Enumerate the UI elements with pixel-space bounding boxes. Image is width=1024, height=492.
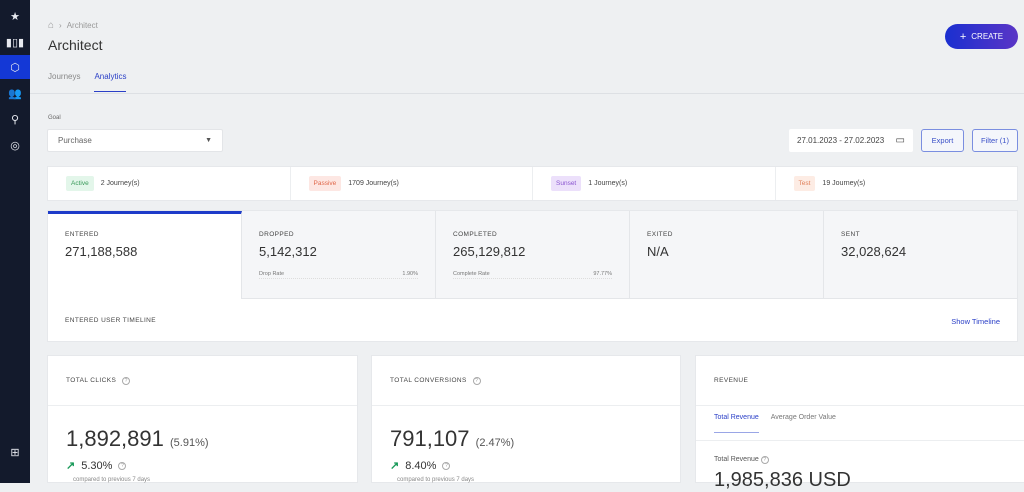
rate-label: Drop Rate xyxy=(259,271,285,277)
status-sunset[interactable]: Sunset 1 Journey(s) xyxy=(533,167,776,200)
card-title: TOTAL CONVERSIONS xyxy=(390,377,467,384)
metric-value: N/A xyxy=(647,244,669,259)
status-badge: Passive xyxy=(308,176,342,191)
metric-label: EXITED xyxy=(647,231,673,238)
status-count: 2 Journey(s) xyxy=(100,180,140,187)
date-range-picker[interactable]: 27.01.2023 - 27.02.2023 ▭ xyxy=(789,129,913,152)
metric-label: SENT xyxy=(841,231,860,238)
compare-text: compared to previous 7 days xyxy=(73,477,151,483)
divider xyxy=(30,93,1024,94)
goal-value: Purchase xyxy=(58,136,92,145)
calendar-icon: ▭ xyxy=(895,135,905,146)
metric-completed[interactable]: COMPLETED 265,129,812 Complete Rate 97.77% xyxy=(436,211,630,299)
architect-icon[interactable]: ⬡ xyxy=(0,55,30,79)
metric-label: DROPPED xyxy=(259,231,294,238)
revenue-label: Total Revenue ? xyxy=(714,456,769,464)
help-icon[interactable]: ? xyxy=(472,376,481,385)
metric-label: ENTERED xyxy=(65,231,99,238)
bar-chart-icon[interactable]: ▮▯▮ xyxy=(5,36,25,49)
apps-grid-icon[interactable]: ⊞ xyxy=(10,446,20,459)
trend-value: 8.40% xyxy=(405,459,437,472)
show-timeline-link[interactable]: Show Timeline xyxy=(951,317,1000,326)
breadcrumb-item[interactable]: Architect xyxy=(66,21,98,30)
total-conversions-card: TOTAL CONVERSIONS? 791,107 (2.47%) ↗ 8.40… xyxy=(371,355,681,483)
plus-icon: + xyxy=(959,30,967,43)
export-button[interactable]: Export xyxy=(921,129,964,152)
status-count: 19 Journey(s) xyxy=(822,180,866,187)
revenue-value: 1,985,836 USD xyxy=(714,469,851,491)
chart-circle-icon[interactable]: ◎ xyxy=(10,139,20,152)
create-label: CREATE xyxy=(971,32,1004,41)
card-title: REVENUE xyxy=(714,377,749,384)
chevron-right-icon: › xyxy=(59,21,62,30)
star-icon[interactable]: ★ xyxy=(10,10,20,23)
metric-entered[interactable]: ENTERED 271,188,588 xyxy=(48,211,242,299)
rate-label: Complete Rate xyxy=(453,271,490,277)
metric-value: 5,142,312 xyxy=(259,244,317,259)
breadcrumb: ⌂ › Architect xyxy=(48,20,98,31)
status-count: 1709 Journey(s) xyxy=(348,180,399,187)
filter-button[interactable]: Filter (1) xyxy=(972,129,1018,152)
tab-total-revenue[interactable]: Total Revenue xyxy=(714,414,759,433)
rate-value: 1.90% xyxy=(402,271,418,277)
help-icon[interactable]: ? xyxy=(122,376,131,385)
users-icon[interactable]: 👥 xyxy=(8,87,22,100)
status-badge: Sunset xyxy=(551,176,582,191)
total-clicks-card: TOTAL CLICKS? 1,892,891 (5.91%) ↗ 5.30%? … xyxy=(47,355,358,483)
lightbulb-icon[interactable]: ⚲ xyxy=(10,113,20,126)
create-button[interactable]: + CREATE xyxy=(945,24,1018,49)
status-count: 1 Journey(s) xyxy=(588,180,628,187)
journey-status-bar: Active 2 Journey(s) Passive 1709 Journey(s… xyxy=(47,166,1018,201)
home-icon[interactable]: ⌂ xyxy=(48,20,55,31)
timeline-label: ENTERED USER TIMELINE xyxy=(65,317,156,324)
goal-label: Goal xyxy=(48,115,61,121)
clicks-value: 1,892,891 (5.91%) xyxy=(66,426,209,451)
sidebar: ★ ▮▯▮ ⬡ 👥 ⚲ ◎ ⊞ xyxy=(0,0,30,483)
help-icon[interactable]: ? xyxy=(760,456,769,464)
compare-text: compared to previous 7 days xyxy=(397,477,475,483)
tab-average-order-value[interactable]: Average Order Value xyxy=(770,414,836,421)
trend-value: 5.30% xyxy=(81,459,113,472)
caret-down-icon: ▼ xyxy=(205,137,212,144)
tab-analytics[interactable]: Analytics xyxy=(94,72,127,92)
date-range-value: 27.01.2023 - 27.02.2023 xyxy=(797,136,885,145)
rate-value: 97.77% xyxy=(593,271,612,277)
help-icon[interactable]: ? xyxy=(118,461,127,470)
metric-value: 271,188,588 xyxy=(65,244,138,259)
status-active[interactable]: Active 2 Journey(s) xyxy=(48,167,291,200)
tab-journeys[interactable]: Journeys xyxy=(48,72,81,81)
metric-exited[interactable]: EXITED N/A xyxy=(630,211,824,299)
status-passive[interactable]: Passive 1709 Journey(s) xyxy=(291,167,533,200)
help-icon[interactable]: ? xyxy=(442,461,451,470)
status-badge: Active xyxy=(66,176,94,191)
metric-dropped[interactable]: DROPPED 5,142,312 Drop Rate 1.90% xyxy=(242,211,436,299)
status-test[interactable]: Test 19 Journey(s) xyxy=(776,167,1018,200)
metric-sent[interactable]: SENT 32,028,624 xyxy=(824,211,1017,299)
metric-label: COMPLETED xyxy=(453,231,498,238)
metrics-panel: ENTERED 271,188,588 DROPPED 5,142,312 Drop … xyxy=(47,210,1018,342)
conversions-value: 791,107 (2.47%) xyxy=(390,426,515,451)
card-title: TOTAL CLICKS xyxy=(66,377,117,384)
metric-value: 32,028,624 xyxy=(841,244,907,259)
trend-up-icon: ↗ xyxy=(66,460,76,472)
goal-select[interactable]: Purchase ▼ xyxy=(47,129,223,152)
revenue-card: REVENUE Total Revenue Average Order Valu… xyxy=(695,355,1024,491)
status-badge: Test xyxy=(793,176,816,191)
metric-value: 265,129,812 xyxy=(453,244,526,259)
page-title: Architect xyxy=(48,37,103,53)
trend-up-icon: ↗ xyxy=(390,460,400,472)
